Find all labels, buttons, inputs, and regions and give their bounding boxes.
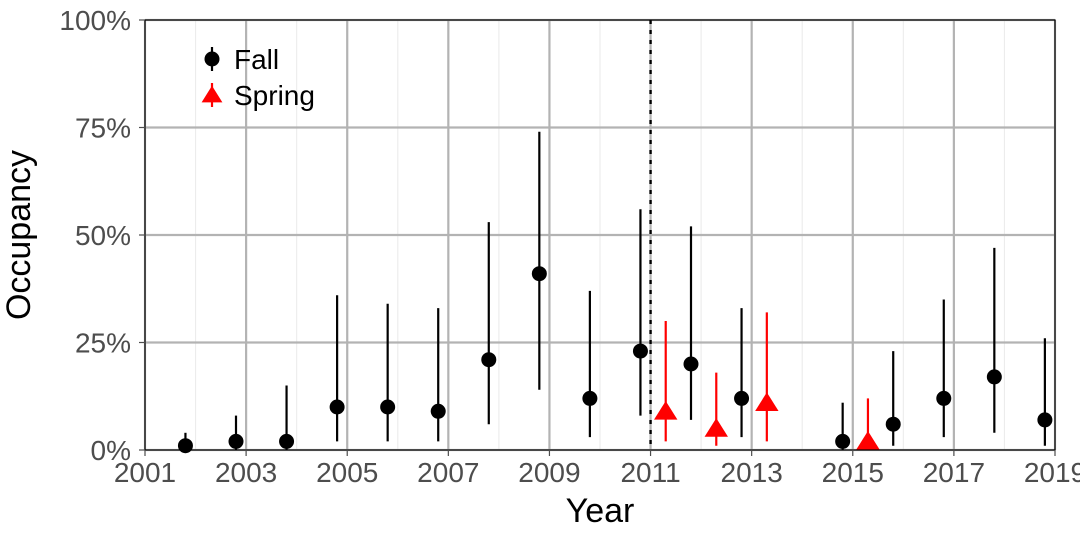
- x-axis-title: Year: [566, 492, 635, 530]
- x-tick-label: 2015: [822, 457, 884, 488]
- occupancy-chart: 2001200320052007200920112013201520172019…: [0, 0, 1080, 540]
- y-tick-label: 25%: [75, 328, 131, 359]
- point-fall: [330, 400, 345, 415]
- point-fall: [481, 352, 496, 367]
- x-tick-label: 2017: [923, 457, 985, 488]
- x-tick-label: 2013: [721, 457, 783, 488]
- point-fall: [279, 434, 294, 449]
- x-tick-label: 2003: [215, 457, 277, 488]
- point-fall: [835, 434, 850, 449]
- x-tick-label: 2009: [518, 457, 580, 488]
- point-fall: [734, 391, 749, 406]
- point-fall: [886, 417, 901, 432]
- x-tick-label: 2011: [620, 457, 680, 488]
- point-fall: [582, 391, 597, 406]
- point-fall: [684, 357, 699, 372]
- y-tick-label: 100%: [59, 5, 131, 36]
- y-tick-label: 75%: [75, 113, 131, 144]
- point-fall: [633, 344, 648, 359]
- legend-label-spring: Spring: [234, 80, 315, 111]
- point-fall: [178, 438, 193, 453]
- y-axis-title: Occupancy: [0, 150, 38, 320]
- point-fall: [1037, 412, 1052, 427]
- y-tick-label: 0%: [91, 435, 131, 466]
- legend-marker-fall: [205, 52, 220, 67]
- point-fall: [936, 391, 951, 406]
- chart-svg: 2001200320052007200920112013201520172019…: [0, 0, 1080, 540]
- point-fall: [532, 266, 547, 281]
- point-fall: [380, 400, 395, 415]
- point-fall: [987, 369, 1002, 384]
- x-tick-label: 2019: [1024, 457, 1080, 488]
- point-fall: [229, 434, 244, 449]
- legend-label-fall: Fall: [234, 44, 279, 75]
- x-tick-label: 2005: [316, 457, 378, 488]
- x-tick-label: 2007: [417, 457, 479, 488]
- y-tick-label: 50%: [75, 220, 131, 251]
- point-fall: [431, 404, 446, 419]
